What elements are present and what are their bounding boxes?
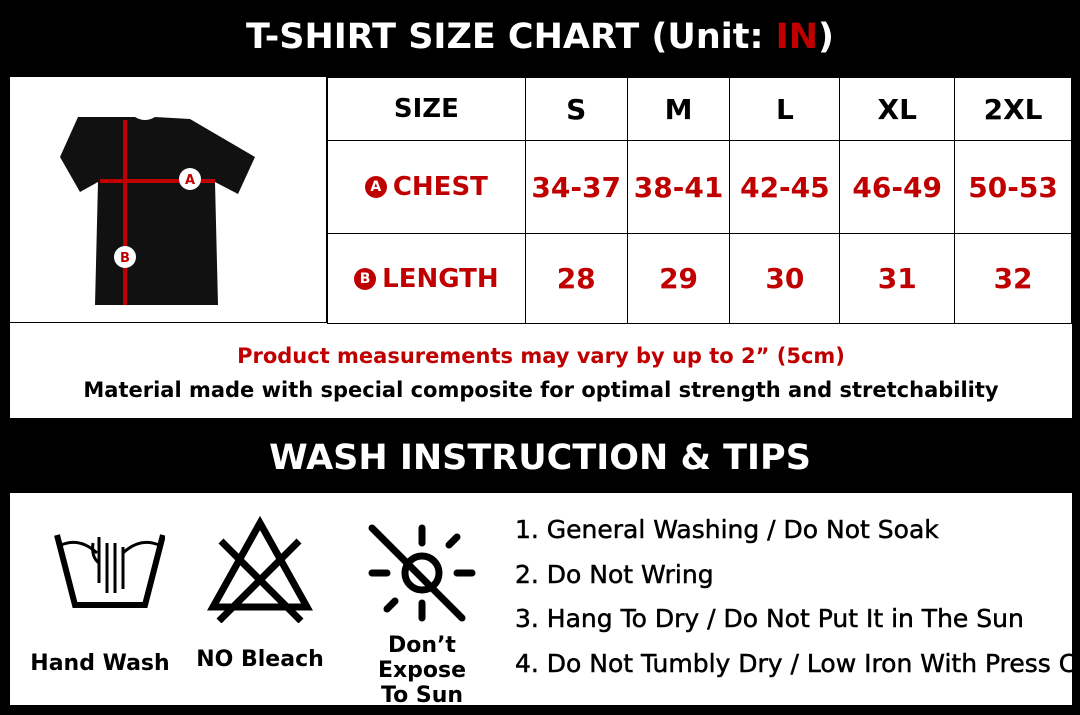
- table-cell: 42-45: [729, 140, 841, 234]
- table-cell: 31: [839, 233, 956, 324]
- no-sun: Don’t Expose To Sun: [342, 523, 502, 705]
- wash-title: WASH INSTRUCTION & TIPS: [269, 438, 811, 478]
- wash-panel: Hand Wash NO Bleach Don’t Expose To Sun …: [10, 493, 1072, 705]
- size-col: L: [729, 77, 841, 141]
- unit-label: IN: [775, 17, 818, 57]
- tshirt-diagram: A B: [10, 77, 327, 323]
- page-title: T-SHIRT SIZE CHART (Unit: IN): [246, 17, 834, 57]
- material-note: Material made with special composite for…: [83, 378, 999, 402]
- hand-wash-icon: [54, 534, 166, 608]
- badge-b: B: [354, 267, 377, 290]
- size-chart-panel: A B SIZE S M L XL 2XL A CHEST 34-37 38-41…: [10, 77, 1072, 418]
- tip-item: 4. Do Not Tumbly Dry / Low Iron With Pre…: [515, 648, 1072, 678]
- measurement-note: Product measurements may vary by up to 2…: [237, 344, 845, 368]
- marker-b: B: [120, 251, 130, 266]
- tip-item: 3. Hang To Dry / Do Not Put It in The Su…: [515, 604, 1024, 633]
- table-cell: 50-53: [954, 140, 1072, 234]
- no-bleach-label: NO Bleach: [196, 647, 324, 672]
- size-table: SIZE S M L XL 2XL A CHEST 34-37 38-41 42-…: [327, 77, 1072, 324]
- table-cell: 28: [524, 233, 628, 324]
- table-cell: 38-41: [626, 140, 731, 234]
- size-col: XL: [839, 77, 956, 141]
- no-sun-label: Don’t Expose: [377, 633, 467, 683]
- table-row-chest: A CHEST 34-37 38-41 42-45 46-49 50-53: [327, 140, 1072, 234]
- table-header-row: SIZE S M L XL 2XL: [327, 77, 1072, 141]
- no-bleach-icon: [207, 515, 313, 624]
- tips-list: 1. General Washing / Do Not Soak 2. Do N…: [515, 515, 1072, 693]
- size-col: M: [626, 77, 731, 141]
- tip-item: 1. General Washing / Do Not Soak: [515, 515, 939, 544]
- notes: Product measurements may vary by up to 2…: [10, 339, 1072, 407]
- tip-item: 2. Do Not Wring: [515, 559, 714, 589]
- table-cell: 30: [729, 233, 841, 324]
- badge-a: A: [364, 176, 387, 198]
- table-row-length: B LENGTH 28 29 30 31 32: [327, 233, 1072, 324]
- size-col: 2XL: [954, 77, 1072, 141]
- table-cell: 29: [626, 233, 731, 324]
- no-sun-icon: [368, 524, 476, 622]
- table-cell: 46-49: [839, 140, 956, 234]
- table-cell: 32: [954, 233, 1072, 324]
- hand-wash-label: Hand Wash: [30, 651, 170, 676]
- marker-a: A: [185, 173, 195, 188]
- table-cell: 34-37: [524, 140, 628, 234]
- hand-wash: Hand Wash: [25, 523, 175, 676]
- tshirt-icon: A B: [60, 117, 255, 305]
- no-bleach: NO Bleach: [190, 515, 330, 672]
- size-header: SIZE: [327, 77, 526, 141]
- size-col: S: [524, 77, 628, 141]
